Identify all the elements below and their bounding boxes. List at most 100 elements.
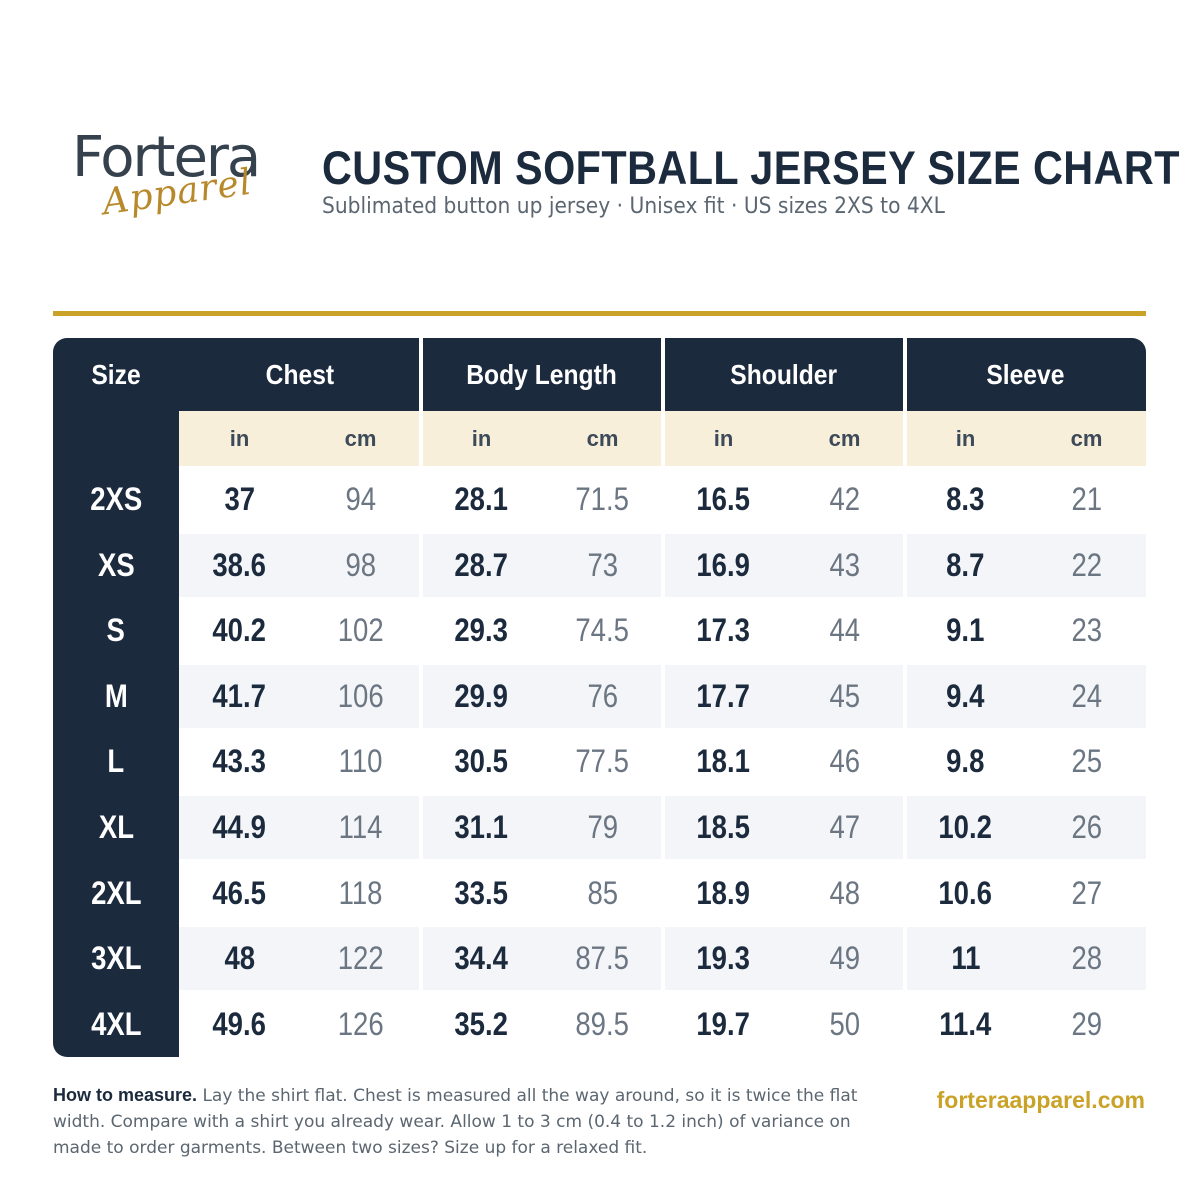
value-text: 38.6 <box>212 546 267 583</box>
value-in: 9.4 <box>905 665 1026 728</box>
value-in: 31.1 <box>421 796 542 859</box>
unit-label: in <box>955 425 976 451</box>
value-text: 118 <box>338 874 383 911</box>
measure-note-lead: How to measure. <box>53 1085 198 1105</box>
value-text: 87.5 <box>575 940 630 977</box>
value-text: 24 <box>1071 677 1102 714</box>
size-label-text: S <box>106 612 126 649</box>
value-text: 28 <box>1071 940 1102 977</box>
value-in: 16.9 <box>663 534 784 597</box>
value-in: 44.9 <box>179 796 300 859</box>
value-cm: 21 <box>1026 468 1147 531</box>
value-cm: 26 <box>1026 796 1147 859</box>
value-cm: 85 <box>542 862 663 925</box>
measure-note-text: Lay the shirt flat. Chest is measured al… <box>53 1086 858 1158</box>
value-in: 11.4 <box>905 993 1026 1056</box>
value-cm: 27 <box>1026 862 1147 925</box>
value-text: 122 <box>337 940 384 977</box>
brand-logo: Fortera Apparel <box>72 128 282 228</box>
size-column <box>53 338 179 1057</box>
value-text: 16.5 <box>696 481 751 517</box>
size-label-text: XS <box>97 546 135 583</box>
value-in: 10.6 <box>905 862 1026 925</box>
measure-note: How to measure. Lay the shirt flat. Ches… <box>53 1082 893 1161</box>
value-cm: 126 <box>300 993 421 1056</box>
value-in: 8.7 <box>905 534 1026 597</box>
logo-wordmark: Fortera <box>72 125 261 190</box>
value-text: 19.3 <box>696 940 751 977</box>
unit-label: in <box>713 425 734 451</box>
value-cm: 94 <box>300 468 421 531</box>
value-text: 16.9 <box>696 546 751 583</box>
column-separator <box>903 338 907 1057</box>
value-text: 17.3 <box>696 612 751 649</box>
unit-label: in <box>229 425 250 451</box>
group-header-label: Sleeve <box>986 358 1065 390</box>
size-label-text: 2XL <box>90 874 142 911</box>
value-cm: 28 <box>1026 927 1147 990</box>
value-cm: 77.5 <box>542 730 663 793</box>
group-header: Sleeve <box>905 338 1146 411</box>
size-label: XS <box>53 534 179 597</box>
value-cm: 25 <box>1026 730 1147 793</box>
value-text: 18.1 <box>696 743 751 780</box>
value-cm: 48 <box>784 862 905 925</box>
value-in: 40.2 <box>179 599 300 662</box>
value-text: 23 <box>1071 612 1102 649</box>
page-title: CUSTOM SOFTBALL JERSEY SIZE CHART <box>322 141 1180 194</box>
value-cm: 22 <box>1026 534 1147 597</box>
value-in: 30.5 <box>421 730 542 793</box>
value-cm: 74.5 <box>542 599 663 662</box>
value-cm: 71.5 <box>542 468 663 531</box>
unit-label: cm <box>344 425 377 451</box>
value-cm: 24 <box>1026 665 1147 728</box>
group-header-label: Shoulder <box>730 358 838 390</box>
value-text: 33.5 <box>454 874 509 911</box>
value-text: 43 <box>829 546 860 583</box>
value-in: 29.3 <box>421 599 542 662</box>
size-label: 2XS <box>53 468 179 531</box>
value-cm: 44 <box>784 599 905 662</box>
value-text: 106 <box>337 677 384 714</box>
value-text: 9.4 <box>946 677 985 714</box>
value-text: 34.4 <box>454 940 509 977</box>
size-label-text: 3XL <box>90 940 142 977</box>
value-text: 10.2 <box>938 809 993 845</box>
value-text: 41.7 <box>212 677 267 714</box>
size-label: 4XL <box>53 993 179 1056</box>
value-text: 44 <box>829 612 860 649</box>
value-cm: 23 <box>1026 599 1147 662</box>
value-cm: 49 <box>784 927 905 990</box>
value-in: 33.5 <box>421 862 542 925</box>
value-text: 18.5 <box>696 809 751 845</box>
size-header-label: Size <box>91 358 141 390</box>
value-text: 49 <box>829 940 860 977</box>
value-text: 9.8 <box>946 743 985 780</box>
group-header: Body Length <box>421 338 663 411</box>
value-text: 49.6 <box>212 1005 267 1042</box>
value-cm: 73 <box>542 534 663 597</box>
value-cm: 42 <box>784 468 905 531</box>
size-label-text: XL <box>98 809 134 845</box>
value-in: 17.3 <box>663 599 784 662</box>
unit-label: cm <box>828 425 861 451</box>
value-in: 9.8 <box>905 730 1026 793</box>
group-header-label: Body Length <box>466 358 618 390</box>
value-text: 11.4 <box>939 1005 992 1042</box>
size-label: M <box>53 665 179 728</box>
value-cm: 50 <box>784 993 905 1056</box>
size-label-text: L <box>107 743 125 780</box>
value-text: 102 <box>337 612 384 649</box>
unit-label: cm <box>586 425 619 451</box>
value-text: 26 <box>1071 809 1102 845</box>
value-in: 18.1 <box>663 730 784 793</box>
website-link[interactable]: forteraapparel.com <box>936 1087 1145 1113</box>
value-text: 8.7 <box>946 546 985 583</box>
value-in: 49.6 <box>179 993 300 1056</box>
unit-label: in <box>471 425 492 451</box>
value-text: 77.5 <box>575 743 630 780</box>
value-text: 85 <box>587 874 618 911</box>
value-text: 35.2 <box>454 1005 509 1042</box>
size-label: S <box>53 599 179 662</box>
value-in: 38.6 <box>179 534 300 597</box>
